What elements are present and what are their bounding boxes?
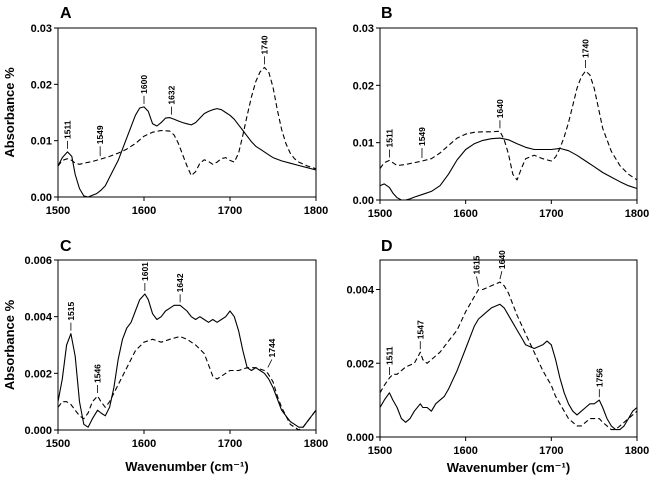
y-tick-label: 0.004 — [24, 312, 52, 324]
panel-b: B 0.00 0.01 0.02 0.03 1500 1600 1700 1800 1511 154… — [353, 5, 650, 220]
peak-label: 1632 — [167, 85, 177, 104]
x-tick-label: 1500 — [368, 208, 392, 220]
peak-leader-line — [267, 359, 273, 368]
y-tick-label: 0.03 — [353, 23, 374, 35]
y-axis-label: Absorbance % — [2, 299, 17, 390]
series-line-dashed — [57, 335, 317, 431]
series-line-solid — [57, 293, 317, 428]
peak-label: 1511 — [384, 129, 394, 148]
x-tick-label: 1800 — [304, 205, 328, 217]
series-line-solid — [57, 106, 317, 198]
x-tick-label: 1500 — [368, 445, 392, 457]
peak-leader-line — [499, 271, 503, 280]
peak-label: 1601 — [140, 262, 150, 281]
panel-letter-d: D — [381, 238, 393, 255]
peak-label: 1549 — [417, 127, 427, 146]
peak-label: 1600 — [139, 75, 149, 94]
panel-letter-a: A — [60, 5, 72, 22]
y-tick-label: 0.01 — [353, 138, 374, 150]
peak-label: 1740 — [259, 35, 269, 54]
y-tick-label: 0.02 — [353, 80, 374, 92]
plot-frame — [57, 259, 317, 431]
peak-label: 1511 — [62, 120, 72, 139]
plot-frame — [57, 27, 317, 198]
x-tick-label: 1700 — [539, 445, 563, 457]
peak-label: 1642 — [175, 273, 185, 292]
y-tick-label: 0.000 — [24, 425, 52, 437]
peak-leader-line — [476, 276, 479, 287]
peak-label: 1546 — [93, 364, 103, 383]
peak-label: 1756 — [594, 368, 604, 387]
panel-letter-c: C — [60, 238, 72, 255]
y-tick-label: 0.002 — [24, 368, 52, 380]
y-tick-label: 0.02 — [31, 79, 52, 91]
x-tick-label: 1600 — [132, 438, 156, 450]
x-tick-label: 1600 — [453, 208, 477, 220]
peak-label: 1740 — [581, 39, 591, 58]
x-axis-label: Wavenumber (cm⁻¹) — [447, 460, 570, 475]
peak-label: 1615 — [472, 255, 482, 274]
x-tick-label: 1500 — [46, 205, 70, 217]
peak-label: 1515 — [66, 301, 76, 320]
y-tick-label: 0.00 — [353, 195, 374, 207]
series-line-dashed — [379, 281, 638, 431]
y-tick-label: 0.01 — [31, 136, 52, 148]
peak-label: 1549 — [95, 125, 105, 144]
y-axis-label: Absorbance % — [2, 67, 17, 158]
y-tick-label: 0.002 — [346, 358, 374, 370]
y-tick-label: 0.000 — [346, 432, 374, 444]
plot-frame — [379, 27, 638, 201]
y-tick-label: 0.03 — [31, 23, 52, 35]
peak-label: 1511 — [384, 346, 394, 365]
x-tick-label: 1800 — [304, 438, 328, 450]
peak-label: 1547 — [415, 320, 425, 339]
panel-a: A 0.00 0.01 0.02 0.03 1500 1600 1700 1800 Absorba… — [2, 5, 328, 217]
series-line-solid — [379, 137, 638, 201]
y-tick-label: 0.004 — [346, 285, 374, 297]
x-tick-label: 1600 — [132, 205, 156, 217]
y-tick-label: 0.00 — [31, 192, 52, 204]
peak-label: 1640 — [495, 99, 505, 118]
panel-d: D 0.000 0.002 0.004 1500 1600 1700 1800 Wavenumb… — [346, 238, 649, 475]
x-tick-label: 1700 — [218, 205, 242, 217]
x-tick-label: 1500 — [46, 438, 70, 450]
peak-label: 1744 — [267, 338, 277, 357]
series-line-dashed — [57, 66, 317, 177]
x-tick-label: 1700 — [539, 208, 563, 220]
plot-frame — [379, 259, 638, 438]
x-tick-label: 1700 — [218, 438, 242, 450]
panel-letter-b: B — [381, 5, 393, 22]
series-line-dashed — [379, 70, 638, 181]
y-tick-label: 0.006 — [24, 255, 52, 267]
panel-c: C 0.000 0.002 0.004 0.006 1500 1600 1700 1800 Abs… — [2, 238, 328, 474]
x-tick-label: 1800 — [625, 445, 649, 457]
x-axis-label: Wavenumber (cm⁻¹) — [125, 459, 248, 474]
x-tick-label: 1600 — [453, 445, 477, 457]
peak-label: 1640 — [497, 250, 507, 269]
series-line-solid — [379, 303, 638, 431]
x-tick-label: 1800 — [625, 208, 649, 220]
